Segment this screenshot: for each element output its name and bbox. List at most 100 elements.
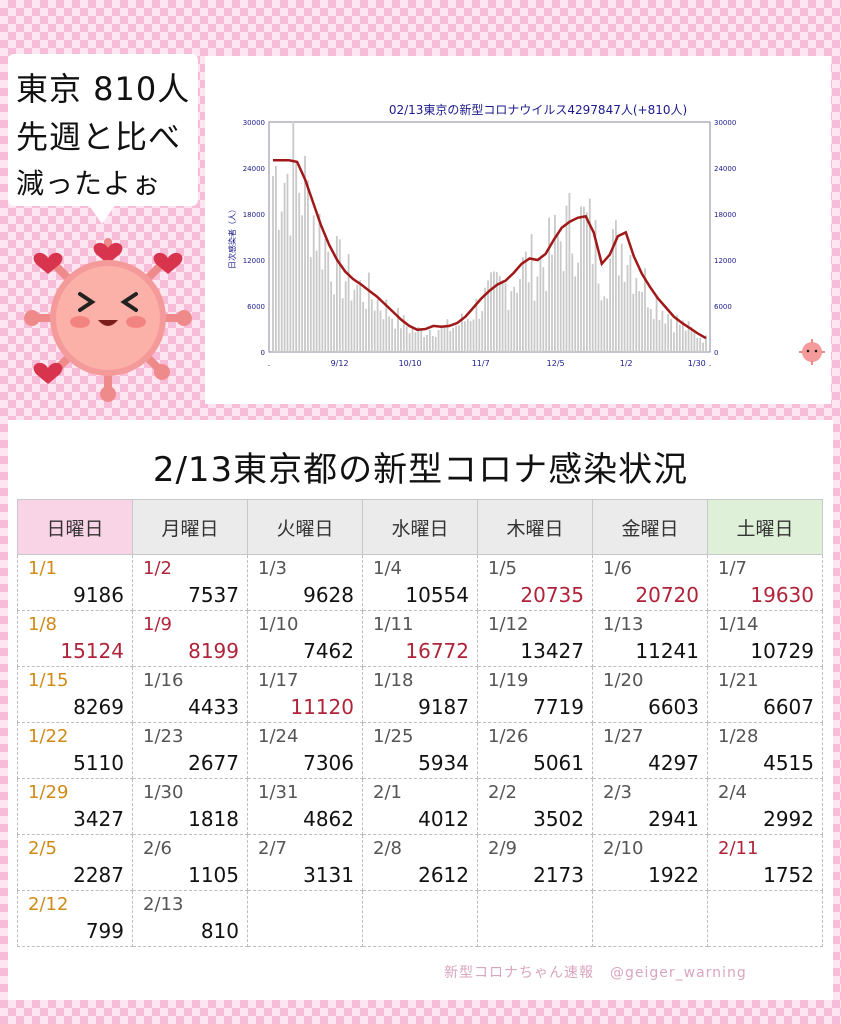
daily-bar [565,205,568,352]
date-label: 2/7 [258,838,287,859]
day-cell [362,890,478,947]
daily-bar [635,278,638,352]
case-count: 9187 [418,695,469,719]
daily-bar [559,241,562,352]
day-cell: 1/11 16772 [362,610,478,667]
bubble-line-1: 東京 810人 [16,70,191,108]
day-cell: 2/12 799 [17,890,133,947]
daily-bar [623,281,626,352]
daily-bar [612,229,614,352]
case-count: 4433 [188,695,239,719]
daily-bar [551,254,553,352]
y-tick-label-right: 30000 [714,119,736,127]
daily-bar [690,327,693,352]
daily-bar [429,330,431,352]
daily-bar [292,122,295,352]
weekday-header: 月曜日 [132,499,248,555]
date-label: 1/4 [373,558,402,579]
day-cell: 1/2 7537 [132,554,248,611]
daily-bar [617,275,620,352]
daily-bar [574,276,577,352]
daily-bar [510,291,513,352]
date-label: 1/29 [28,782,69,803]
daily-bar [647,307,649,352]
weekday-header: 木曜日 [477,499,593,555]
daily-bar [542,267,545,352]
daily-bar [664,323,667,352]
case-count: 7306 [303,751,354,775]
date-label: 2/12 [28,894,69,915]
case-count: 4862 [303,807,354,831]
date-label: 1/26 [488,726,529,747]
daily-bar [670,318,672,352]
daily-bar [684,330,687,352]
daily-bar [536,276,539,352]
date-label: 2/4 [718,782,747,803]
daily-bar [379,310,382,352]
daily-bar [493,271,495,352]
daily-bar [336,236,338,352]
case-count: 10729 [750,639,814,663]
case-count: 5934 [418,751,469,775]
daily-bar [388,316,391,352]
y-tick-label-left: 6000 [247,303,265,311]
daily-bar [446,319,449,352]
daily-bar [571,253,574,352]
daily-bar [338,239,341,352]
daily-bar [580,206,582,352]
table-row: 1/29 3427 1/30 1818 1/31 4862 2/1 4012 2/2 3502 2/… [17,778,823,835]
plot-frame [268,121,711,353]
bubble-line-2: 先週と比べ [16,118,182,156]
daily-bar [449,331,452,352]
day-cell: 1/29 3427 [17,778,133,835]
case-count: 2612 [418,863,469,887]
case-count: 6603 [648,695,699,719]
daily-bar [437,330,440,352]
daily-bar [562,271,565,352]
daily-bar [397,308,399,352]
date-label: 2/2 [488,782,517,803]
date-label: 1/20 [603,670,644,691]
daily-bar [626,265,629,352]
day-cell [247,890,363,947]
weekday-header: 水曜日 [362,499,478,555]
daily-bar [568,193,571,352]
daily-bar [638,291,641,352]
daily-bar [484,287,486,352]
case-count: 5110 [73,751,124,775]
daily-bar [289,235,292,352]
daily-bar [359,280,362,352]
y-tick-label-left: 30000 [243,119,265,127]
daily-bar [370,299,373,352]
daily-bar [315,250,318,352]
daily-bar [652,319,655,352]
x-ticks: . 9/12 10/10 11/7 12/5 1/2 1/30. [268,359,712,368]
daily-bar [661,310,664,352]
daily-bar [516,292,518,352]
date-label: 1/28 [718,726,759,747]
day-cell: 1/22 5110 [17,722,133,779]
x-tick-label: . [709,359,712,368]
daily-bar [423,337,425,352]
daily-bar [362,301,364,352]
daily-bar [295,163,298,352]
daily-bar [498,275,501,352]
day-cell: 1/20 6603 [592,666,708,723]
daily-bar [696,337,699,352]
y-tick-label-left: 24000 [243,165,265,173]
day-cell: 2/4 2992 [707,778,823,835]
date-label: 1/13 [603,614,644,635]
daily-bar [490,272,492,352]
case-count: 8199 [188,639,239,663]
daily-bar [280,211,283,352]
daily-bar [356,284,359,352]
date-label: 1/8 [28,614,57,635]
daily-bar [699,338,702,352]
credit-name: 新型コロナちゃん速報 [444,965,594,981]
daily-bar [318,213,321,352]
date-label: 1/11 [373,614,414,635]
daily-bar [434,336,437,352]
date-label: 1/22 [28,726,69,747]
daily-bar [391,318,393,352]
day-cell: 2/13 810 [132,890,248,947]
